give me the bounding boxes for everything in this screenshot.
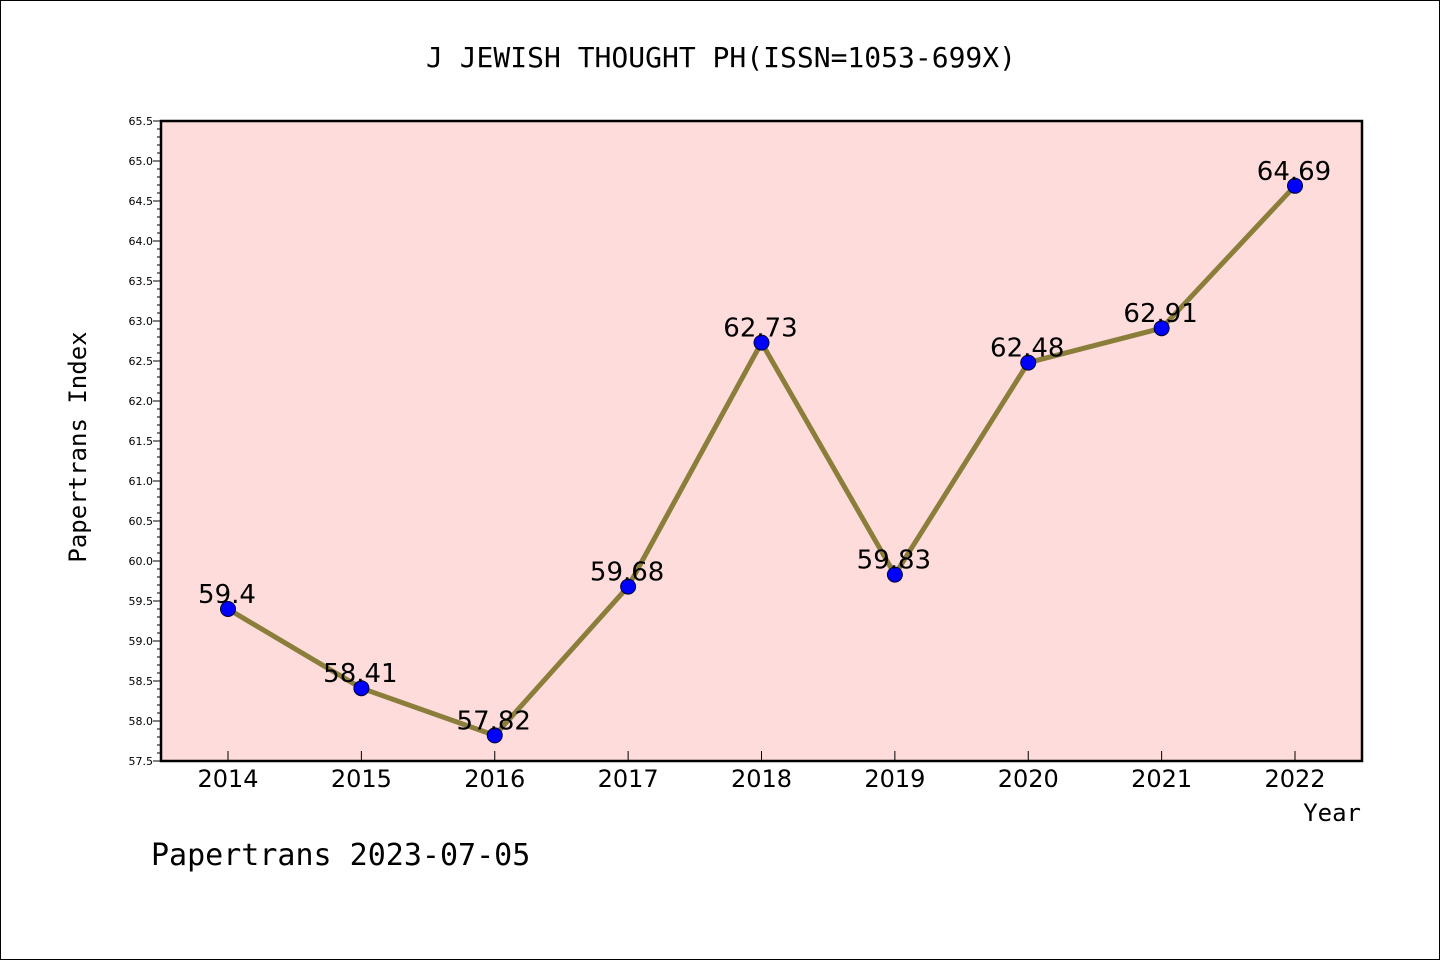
x-tick-label: 2019	[864, 765, 925, 793]
data-label: 62.73	[723, 314, 797, 344]
data-point	[1287, 177, 1303, 194]
data-point	[486, 727, 503, 744]
x-tick-label: 2014	[197, 765, 258, 793]
data-point	[1153, 320, 1170, 337]
x-tick-label: 2021	[1131, 765, 1192, 793]
y-tick-label: 61.5	[129, 435, 154, 448]
plot-border	[159, 119, 1364, 763]
data-label: 59.68	[590, 558, 664, 588]
y-tick-label: 64.5	[129, 195, 154, 208]
y-tick-label: 60.0	[129, 555, 154, 568]
plot-area	[161, 121, 1362, 761]
data-label: 64.69	[1257, 157, 1331, 187]
x-tick-label: 2017	[598, 765, 659, 793]
y-tick-label: 65.5	[129, 115, 154, 128]
data-label: 59.83	[857, 546, 931, 576]
y-tick-label: 58.5	[129, 675, 154, 688]
x-tick-label: 2022	[1264, 765, 1325, 793]
y-tick-label: 64.0	[129, 235, 154, 248]
y-tick-label: 63.0	[129, 315, 154, 328]
data-point	[220, 601, 236, 617]
y-tick-label: 62.5	[129, 355, 154, 368]
y-tick-label: 65.0	[129, 155, 154, 168]
y-tick-label: 59.5	[129, 595, 154, 608]
data-point	[753, 334, 770, 351]
data-point	[1020, 354, 1037, 371]
data-point	[886, 566, 903, 583]
y-axis-label: Papertrans Index	[64, 331, 92, 562]
x-tick-label: 2016	[464, 765, 525, 793]
y-tick-label: 63.5	[129, 275, 154, 288]
data-labels: 59.4 58.41 57.82 59.68 62.73 59.83 62.48 62.91 6…	[198, 157, 1331, 737]
y-axis: 57.5 58.0 58.5 59.0 59.5 60.0 60.5 61.0 61.5 62.0…	[129, 115, 161, 768]
y-tick-label: 59.0	[129, 635, 154, 648]
y-tick-label: 57.5	[129, 755, 154, 768]
x-tick-label: 2020	[998, 765, 1059, 793]
x-axis-label: Year	[1303, 799, 1361, 827]
x-tick-label: 2018	[731, 765, 792, 793]
data-label: 62.91	[1123, 299, 1197, 329]
series-line-group	[220, 177, 1303, 744]
data-label: 62.48	[990, 334, 1064, 364]
x-tick-label: 2015	[331, 765, 392, 793]
data-point	[620, 578, 637, 595]
data-point	[353, 680, 370, 697]
y-tick-label: 60.5	[129, 515, 154, 528]
y-tick-label: 62.0	[129, 395, 154, 408]
data-label: 57.82	[457, 706, 531, 736]
data-label: 58.41	[323, 659, 397, 689]
y-tick-label: 61.0	[129, 475, 154, 488]
data-label: 59.4	[198, 580, 256, 610]
y-tick-label: 58.0	[129, 715, 154, 728]
chart-title: J JEWISH THOUGHT PH(ISSN=1053-699X)	[426, 41, 1016, 74]
x-axis: 2014 2015 2016 2017 2018 2019 2020 2021 2022	[197, 751, 1326, 793]
footer-text: Papertrans 2023-07-05	[151, 838, 530, 873]
